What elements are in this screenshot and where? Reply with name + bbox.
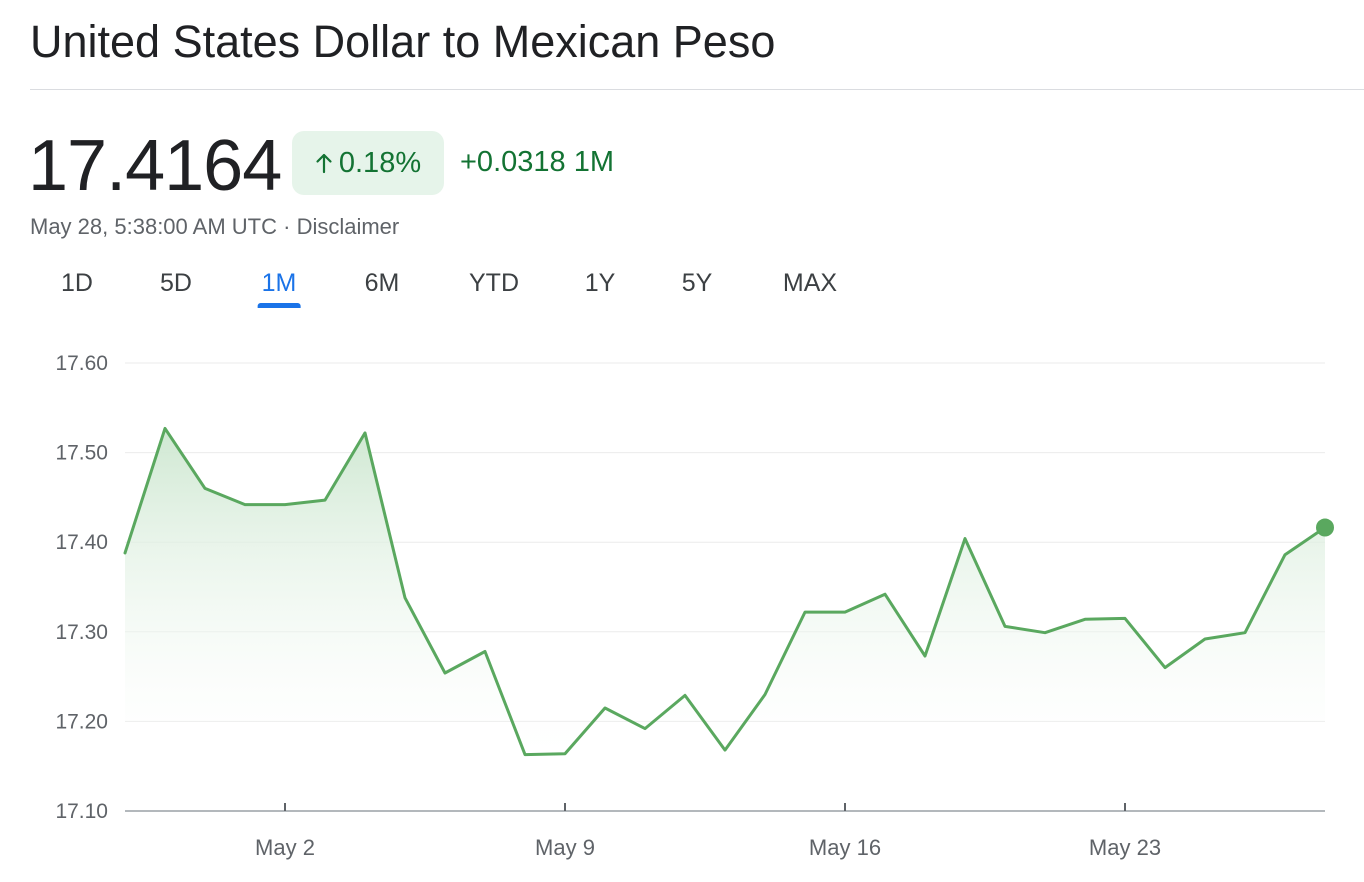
y-tick-label: 17.60 bbox=[55, 352, 108, 375]
x-tick-label: May 2 bbox=[255, 835, 315, 860]
data-point bbox=[443, 671, 447, 675]
page-title: United States Dollar to Mexican Peso bbox=[30, 16, 776, 67]
timestamp-line: May 28, 5:38:00 AM UTC · Disclaimer bbox=[30, 213, 399, 241]
data-point bbox=[963, 537, 967, 541]
tab-max[interactable]: MAX bbox=[782, 269, 838, 297]
data-point bbox=[283, 503, 287, 507]
data-point bbox=[363, 431, 367, 435]
y-tick-label: 17.20 bbox=[55, 710, 108, 733]
y-tick-label: 17.40 bbox=[55, 531, 108, 554]
x-tick-label: May 16 bbox=[809, 835, 881, 860]
data-point bbox=[1083, 617, 1087, 621]
data-point bbox=[883, 592, 887, 596]
data-point bbox=[1243, 631, 1247, 635]
data-point bbox=[1283, 553, 1287, 557]
data-point bbox=[523, 753, 527, 757]
price-line bbox=[123, 426, 1327, 757]
data-point bbox=[923, 654, 927, 658]
data-point bbox=[1003, 624, 1007, 628]
data-point bbox=[243, 503, 247, 507]
data-point bbox=[403, 596, 407, 600]
data-point bbox=[1163, 666, 1167, 670]
timestamp: May 28, 5:38:00 AM UTC bbox=[30, 214, 277, 239]
data-point bbox=[123, 551, 127, 555]
data-point bbox=[843, 610, 847, 614]
tab-1d[interactable]: 1D bbox=[61, 269, 93, 297]
data-point bbox=[1043, 631, 1047, 635]
disclaimer-link[interactable]: Disclaimer bbox=[296, 214, 400, 239]
y-tick-label: 17.50 bbox=[55, 442, 108, 465]
current-price: 17.4164 bbox=[28, 126, 282, 206]
data-point bbox=[483, 650, 487, 654]
area-fill bbox=[125, 428, 1325, 755]
percent-change-badge: 0.18% bbox=[292, 131, 444, 195]
y-tick-label: 17.30 bbox=[55, 621, 108, 644]
data-point bbox=[723, 748, 727, 752]
data-point bbox=[763, 693, 767, 697]
y-tick-label: 17.10 bbox=[55, 800, 108, 823]
absolute-change: +0.0318 1M bbox=[460, 146, 614, 178]
header-divider bbox=[30, 89, 1364, 90]
percent-change-value: 0.18% bbox=[338, 146, 422, 179]
range-tabs: 1D 5D 1M 6M YTD 1Y 5Y MAX bbox=[0, 264, 900, 310]
data-point bbox=[803, 610, 807, 614]
tab-1m[interactable]: 1M bbox=[257, 264, 301, 308]
data-point bbox=[323, 498, 327, 502]
data-point bbox=[603, 706, 607, 710]
x-tick-label: May 23 bbox=[1089, 835, 1161, 860]
x-tick-label: May 9 bbox=[535, 835, 595, 860]
current-point bbox=[1316, 518, 1334, 537]
separator: · bbox=[277, 214, 297, 239]
arrow-up-icon bbox=[316, 153, 332, 174]
tab-6m[interactable]: 6M bbox=[364, 269, 400, 297]
data-point bbox=[203, 486, 207, 490]
data-point bbox=[1123, 616, 1127, 620]
data-point bbox=[683, 693, 687, 697]
data-point bbox=[1203, 637, 1207, 641]
tab-ytd[interactable]: YTD bbox=[469, 269, 519, 297]
data-point bbox=[643, 727, 647, 731]
tab-1y[interactable]: 1Y bbox=[584, 269, 616, 297]
data-point bbox=[163, 426, 167, 430]
data-point bbox=[563, 752, 567, 756]
price-chart[interactable]: 17.60 17.50 17.40 17.30 17.20 17.10 May 2 May 9… bbox=[0, 330, 1364, 882]
tab-5d[interactable]: 5D bbox=[160, 269, 192, 297]
tab-5y[interactable]: 5Y bbox=[681, 269, 713, 297]
